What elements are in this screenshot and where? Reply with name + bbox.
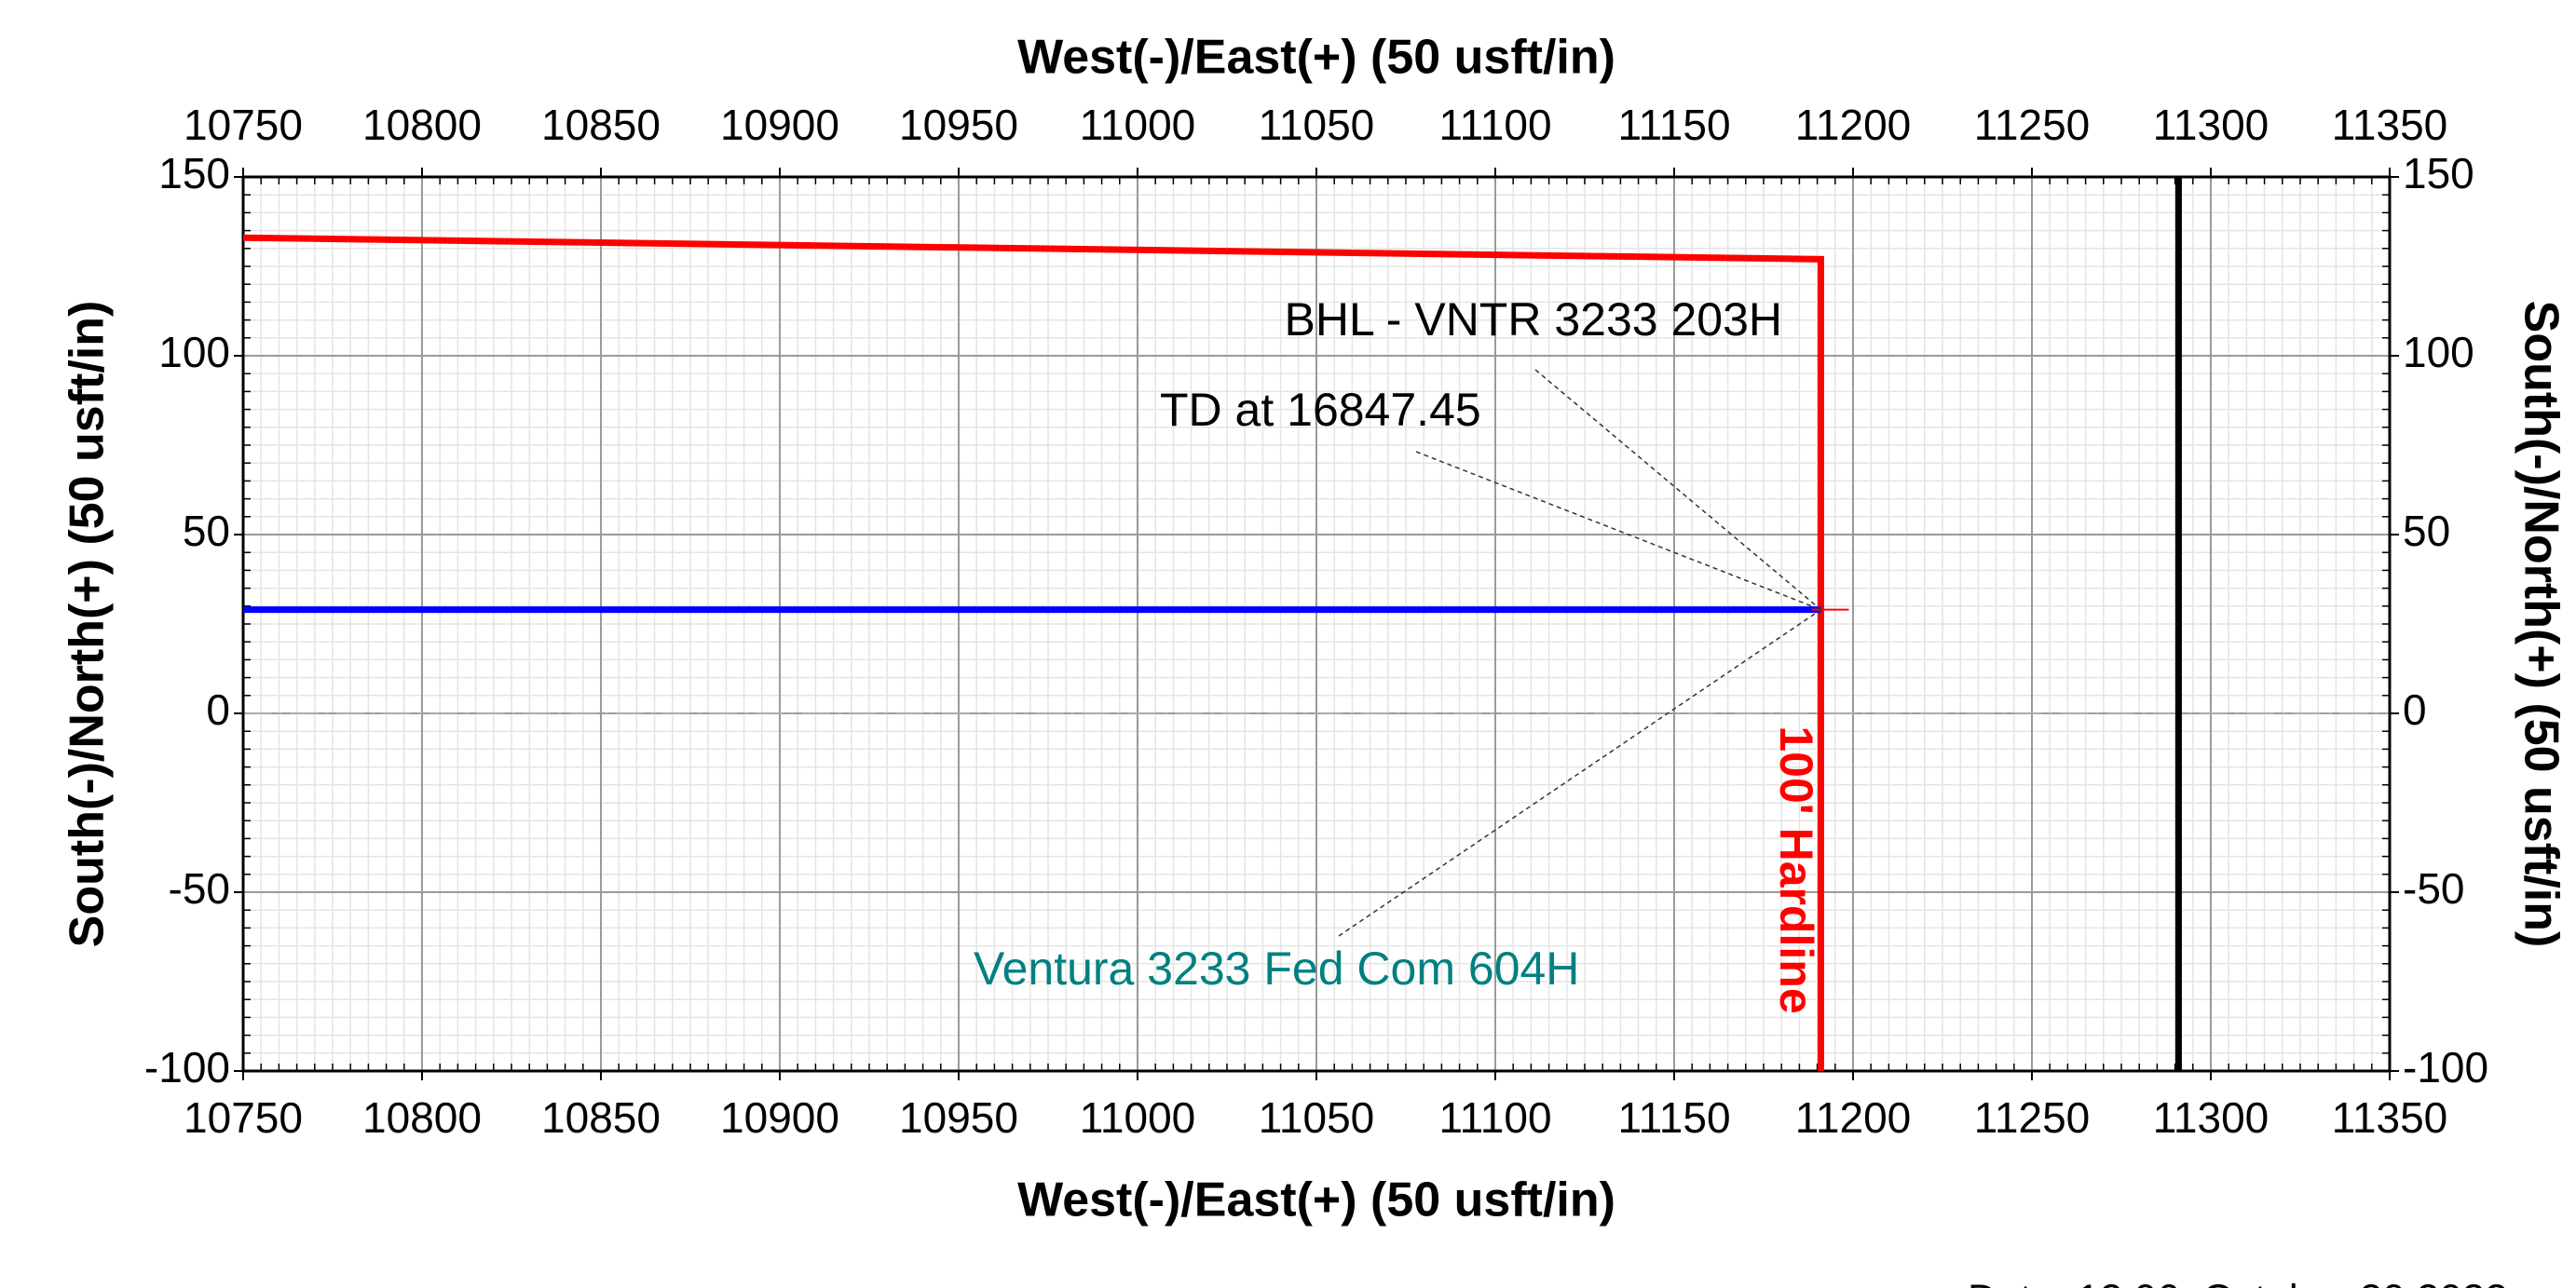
- x-tick-label-top: 11050: [1259, 101, 1375, 149]
- y-tick-label: -50: [169, 864, 230, 913]
- x-tick-label-top: 11150: [1617, 101, 1730, 149]
- x-tick-label-top: 11000: [1080, 101, 1196, 149]
- x-tick-label: 11100: [1438, 1093, 1551, 1142]
- x-axis-title: West(-)/East(+) (50 usft/in): [1017, 1173, 1615, 1227]
- x-tick-label: 10800: [362, 1093, 482, 1142]
- y2-tick-label: -100: [2403, 1043, 2488, 1091]
- y-tick-label: 100: [158, 328, 230, 376]
- y-tick-label: 150: [158, 149, 230, 197]
- series-line: [242, 234, 1824, 1071]
- y-tick-label: 0: [206, 685, 230, 734]
- x-tick-label: 11050: [1259, 1093, 1375, 1142]
- annotation: TD at 16847.45: [1160, 384, 1481, 436]
- x-tick-label-top: 11200: [1795, 101, 1912, 149]
- x-tick-label-top: 10850: [541, 101, 661, 149]
- x-tick-label-top: 11350: [2332, 101, 2448, 149]
- x-tick-label: 11300: [2153, 1093, 2269, 1142]
- x-tick-label: 10850: [541, 1093, 661, 1142]
- x-tick-label-top: 10750: [184, 101, 303, 149]
- x-tick-label: 11200: [1795, 1093, 1912, 1142]
- hardline-label: 100' Hardline: [1770, 725, 1822, 1013]
- y2-tick-label: 50: [2403, 507, 2450, 555]
- y2-axis-title: South(-)/North(+) (50 usft/in): [2514, 301, 2568, 948]
- x-tick-label-top: 10800: [362, 101, 482, 149]
- leader-line: [1338, 609, 1821, 937]
- x-tick-label: 11250: [1974, 1093, 2091, 1142]
- annotation: Ventura 3233 Fed Com 604H: [974, 942, 1579, 995]
- x-tick-label-top: 10950: [899, 101, 1018, 149]
- x-axis-title-top: West(-)/East(+) (50 usft/in): [1017, 31, 1615, 85]
- y2-tick-label: 0: [2403, 685, 2427, 734]
- footer-date: Date: 12:06, October 20 2022: [1968, 1277, 2508, 1288]
- y2-tick-label: 100: [2403, 328, 2474, 376]
- x-tick-label-top: 10900: [720, 101, 839, 149]
- annotation: BHL - VNTR 3233 203H: [1285, 293, 1783, 346]
- x-tick-label: 11150: [1617, 1093, 1730, 1142]
- x-tick-label-top: 11300: [2153, 101, 2269, 149]
- leader-line: [1415, 451, 1821, 611]
- y2-tick-label: -50: [2403, 864, 2464, 913]
- x-tick-label-top: 11100: [1438, 101, 1551, 149]
- plot-frame: [241, 175, 2392, 1073]
- x-tick-label: 10950: [899, 1093, 1018, 1142]
- x-tick-label-top: 11250: [1974, 101, 2091, 149]
- x-tick-label: 10750: [184, 1093, 303, 1142]
- y2-tick-label: 150: [2403, 149, 2474, 197]
- y-tick-label: 50: [183, 507, 230, 555]
- x-tick-label: 11000: [1080, 1093, 1196, 1142]
- y-axis-title: South(-)/North(+) (50 usft/in): [61, 301, 115, 948]
- x-tick-label: 11350: [2332, 1093, 2448, 1142]
- y-tick-label: -100: [144, 1043, 230, 1091]
- leader-line: [1534, 369, 1821, 611]
- x-tick-label: 10900: [720, 1093, 839, 1142]
